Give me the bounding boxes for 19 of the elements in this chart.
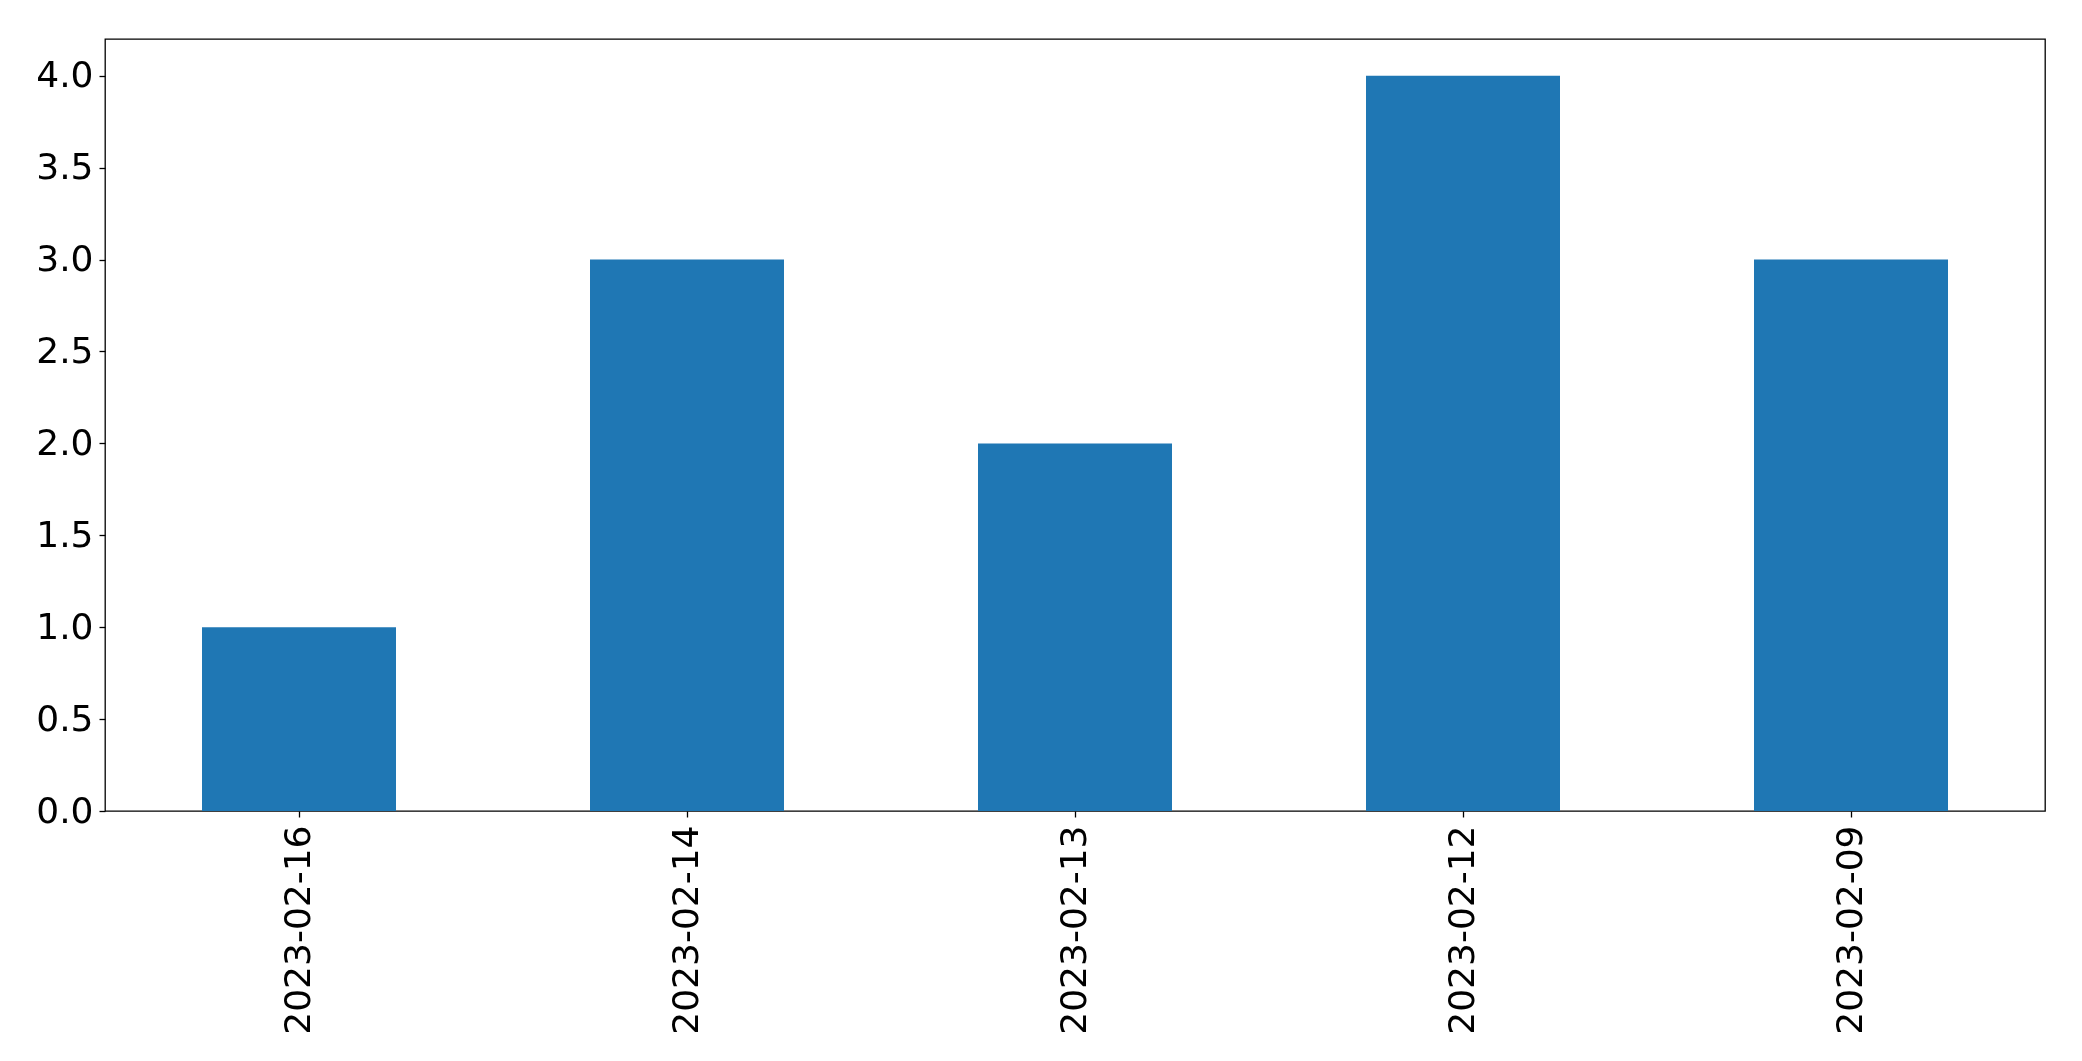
bar bbox=[202, 627, 396, 811]
x-tick-label: 2023-02-12 bbox=[1441, 825, 1482, 1035]
bar bbox=[1366, 75, 1560, 811]
y-tick-label: 1.0 bbox=[36, 605, 94, 647]
bar bbox=[1754, 259, 1948, 811]
x-tick-label: 2023-02-16 bbox=[277, 825, 318, 1035]
y-tick-label: 4.0 bbox=[36, 54, 94, 96]
x-tick-label: 2023-02-14 bbox=[665, 825, 706, 1035]
y-tick-label: 2.0 bbox=[36, 421, 94, 463]
y-tick-label: 0.5 bbox=[36, 697, 94, 739]
bar bbox=[590, 259, 784, 811]
bar bbox=[978, 443, 1172, 811]
y-tick-label: 3.0 bbox=[36, 238, 94, 280]
x-tick-label: 2023-02-13 bbox=[1053, 825, 1094, 1035]
y-tick-label: 1.5 bbox=[36, 513, 94, 555]
y-tick-label: 0.0 bbox=[36, 789, 94, 831]
y-tick-label: 2.5 bbox=[36, 329, 94, 371]
y-tick-label: 3.5 bbox=[36, 146, 94, 188]
x-tick-label: 2023-02-09 bbox=[1829, 825, 1870, 1035]
